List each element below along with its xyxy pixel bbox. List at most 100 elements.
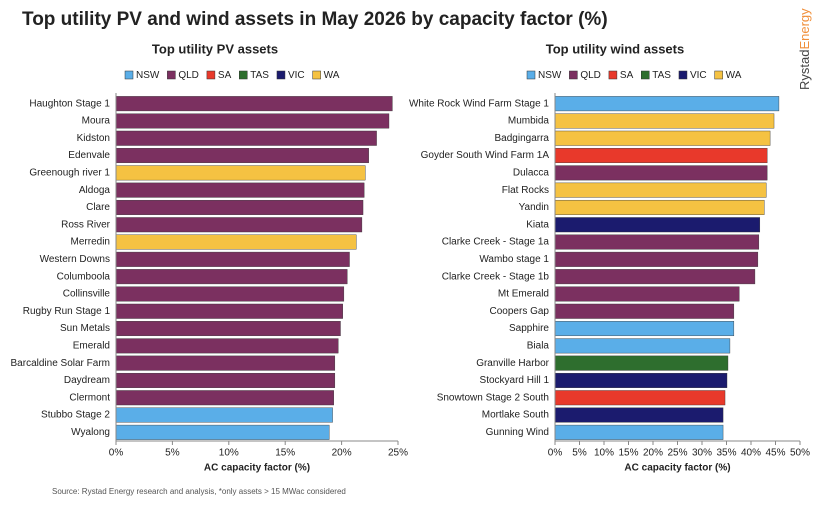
category-label: Kiata — [526, 219, 549, 230]
x-tick-label: 30% — [692, 448, 712, 459]
bar — [115, 407, 333, 423]
bar — [115, 372, 336, 388]
category-label: Kidston — [77, 133, 110, 144]
legend-label: TAS — [652, 70, 671, 81]
legend-label: QLD — [178, 70, 199, 81]
bar — [115, 303, 343, 319]
bar — [554, 286, 740, 302]
bar — [554, 182, 767, 198]
bar — [115, 234, 357, 250]
x-tick-label: 15% — [618, 448, 638, 459]
legend-label: VIC — [690, 70, 707, 81]
category-label: Edenvale — [68, 150, 110, 161]
legend-label: TAS — [250, 70, 269, 81]
category-label: Clare — [86, 202, 110, 213]
category-label: Dulacca — [513, 167, 550, 178]
category-label: Aldoga — [79, 185, 111, 196]
bar — [554, 234, 760, 250]
bar — [115, 113, 390, 129]
category-label: Clarke Creek - Stage 1a — [442, 237, 550, 248]
category-label: Granville Harbor — [476, 358, 549, 369]
category-label: Haughton Stage 1 — [29, 98, 110, 109]
x-tick-label: 0% — [109, 448, 124, 459]
category-label: White Rock Wind Farm Stage 1 — [409, 98, 549, 109]
category-label: Ross River — [61, 219, 111, 230]
category-label: Moura — [82, 116, 111, 127]
category-label: Badgingarra — [495, 133, 550, 144]
category-label: Stockyard Hill 1 — [480, 375, 550, 386]
category-label: Snowtown Stage 2 South — [437, 392, 549, 403]
legend-label: QLD — [580, 70, 601, 81]
bar — [554, 148, 768, 164]
chart-title: Top utility PV assets — [152, 41, 278, 56]
category-label: Barcaldine Solar Farm — [11, 358, 110, 369]
legend-swatch — [641, 70, 650, 80]
legend-label: VIC — [288, 70, 305, 81]
chart-title: Top utility wind assets — [546, 41, 684, 56]
x-tick-label: 5% — [572, 448, 587, 459]
legend-swatch — [124, 70, 134, 80]
category-label: Yandin — [519, 202, 549, 213]
legend-swatch — [167, 70, 176, 80]
bar — [115, 251, 350, 267]
x-tick-label: 25% — [388, 448, 408, 459]
bar — [554, 372, 728, 388]
x-tick-label: 10% — [594, 448, 614, 459]
x-tick-label: 25% — [667, 448, 687, 459]
category-label: Mt Emerald — [498, 289, 549, 300]
bar — [554, 130, 771, 146]
logo-second: Energy — [797, 8, 812, 50]
legend-swatch — [526, 70, 536, 80]
x-tick-label: 50% — [790, 448, 810, 459]
bar — [115, 199, 364, 215]
x-tick-label: 20% — [332, 448, 352, 459]
bar — [115, 269, 348, 285]
category-label: Mortlake South — [482, 410, 549, 421]
category-label: Goyder South Wind Farm 1A — [421, 150, 550, 161]
category-label: Coopers Gap — [490, 306, 550, 317]
legend-label: WA — [324, 70, 340, 81]
bar — [115, 355, 336, 371]
bar — [115, 182, 365, 198]
x-tick-label: 40% — [741, 448, 761, 459]
bar — [554, 303, 735, 319]
category-label: Flat Rocks — [502, 185, 549, 196]
x-tick-label: 5% — [165, 448, 180, 459]
category-label: Biala — [527, 340, 550, 351]
x-axis-label: AC capacity factor (%) — [204, 463, 310, 474]
x-tick-label: 10% — [219, 448, 239, 459]
legend-swatch — [608, 70, 618, 80]
page-title: Top utility PV and wind assets in May 20… — [22, 9, 608, 30]
bar — [115, 424, 330, 440]
category-label: Collinsville — [63, 289, 111, 300]
bar — [115, 96, 393, 112]
bar — [554, 424, 724, 440]
category-label: Clarke Creek - Stage 1b — [442, 271, 550, 282]
bar — [554, 113, 775, 129]
category-label: Clermont — [69, 392, 110, 403]
legend-label: SA — [218, 70, 232, 81]
bar — [115, 321, 341, 337]
bar — [554, 217, 761, 233]
legend-swatch — [206, 70, 216, 80]
legend-label: WA — [726, 70, 742, 81]
legend-swatch — [678, 70, 688, 80]
bar — [554, 338, 731, 354]
source-note: Source: Rystad Energy research and analy… — [52, 487, 346, 496]
bar — [554, 355, 729, 371]
category-label: Merredin — [71, 237, 110, 248]
category-label: Daydream — [64, 375, 110, 386]
bar — [115, 148, 369, 164]
bar — [115, 286, 345, 302]
legend-swatch — [312, 70, 321, 80]
legend-swatch — [239, 70, 248, 80]
bar — [115, 390, 334, 406]
bar — [554, 251, 759, 267]
category-label: Sun Metals — [60, 323, 110, 334]
bar — [115, 130, 377, 146]
category-label: Mumbida — [508, 116, 550, 127]
x-tick-label: 15% — [275, 448, 295, 459]
category-label: Rugby Run Stage 1 — [23, 306, 111, 317]
bar — [554, 269, 756, 285]
